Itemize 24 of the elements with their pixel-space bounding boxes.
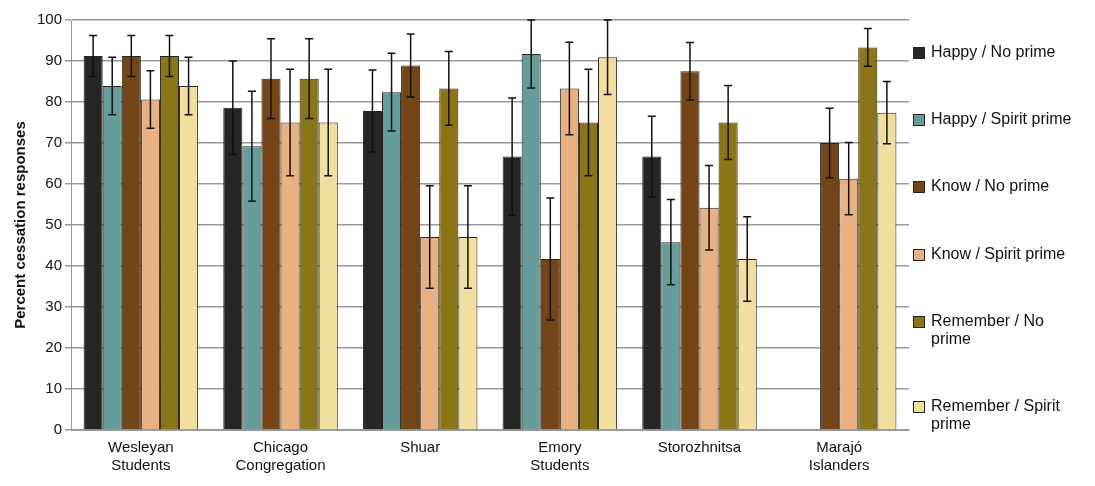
y-tick-label: 0 [53,420,63,438]
y-tick-label: 30 [45,297,63,315]
x-tick-label: Chicago Congregation [235,438,326,474]
y-tick-label: 50 [45,215,63,233]
y-tick-label: 70 [45,133,63,151]
y-tick-label: 80 [45,92,63,110]
x-tick-label: Storozhnitsa [657,438,742,456]
y-axis-title: Percent cessation responses [11,121,29,329]
y-tick-label: 40 [45,256,63,274]
x-tick-label: Marajó Islanders [808,438,870,474]
y-tick-label: 90 [45,51,63,69]
legend-label: Know / No prime [931,177,1050,196]
y-tick-label: 60 [45,174,63,192]
x-tick-label: Emory Students [530,438,590,474]
legend-label: Happy / No prime [931,42,1056,61]
x-tick-label: Wesleyan Students [108,438,174,474]
legend-label: Remember / Spirit prime [931,397,1061,434]
legend-label: Know / Spirit prime [931,244,1066,263]
x-tick-label: Shuar [400,438,441,456]
legend-label: Happy / Spirit prime [931,109,1072,128]
y-tick-label: 10 [45,379,63,397]
y-tick-label: 20 [45,338,63,356]
y-tick-label: 100 [37,10,63,28]
legend-label: Remember / No prime [931,311,1045,348]
